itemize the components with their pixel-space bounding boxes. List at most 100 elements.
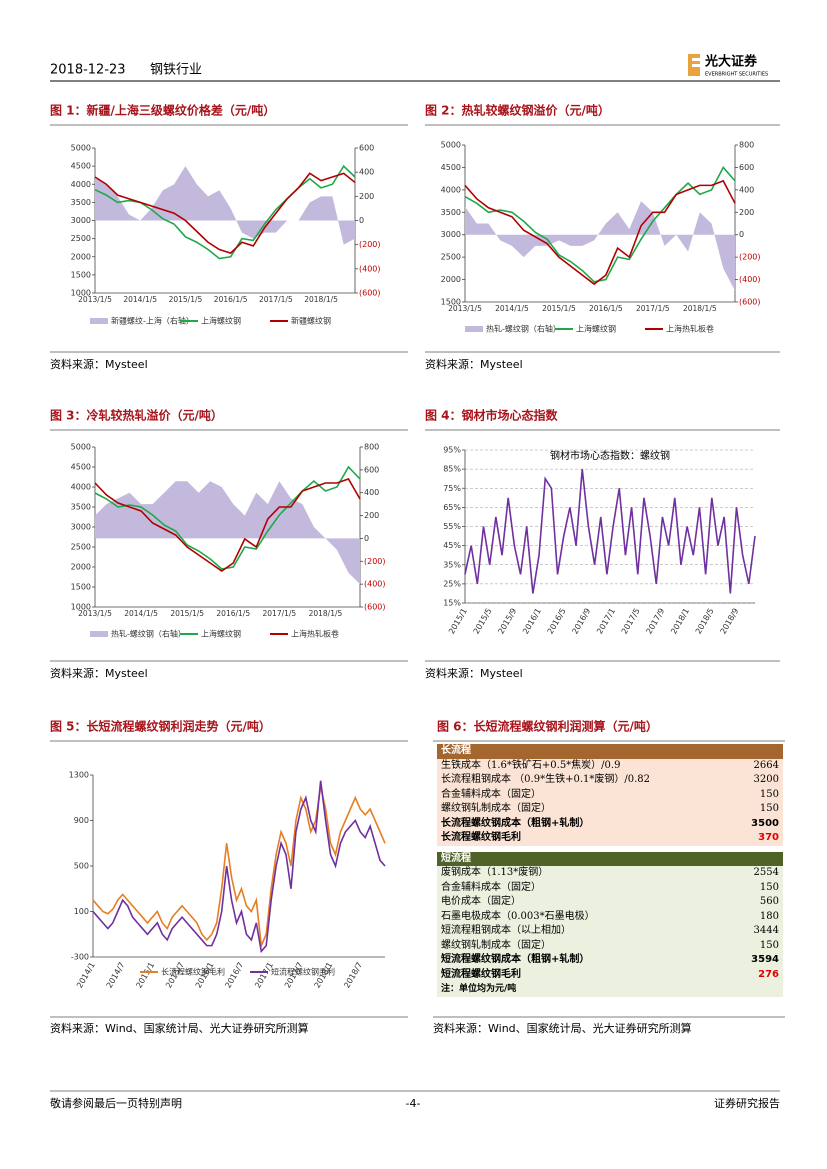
- table-row: 电价成本（固定） 560: [437, 895, 783, 910]
- y-tick-label: 1000: [71, 603, 91, 612]
- table-row: 注：单位均为元/吨: [437, 982, 783, 997]
- row-label: 长流程螺纹钢毛利: [437, 831, 734, 846]
- y-tick-label: 4500: [71, 162, 91, 171]
- y-tick-label: 55%: [443, 522, 461, 531]
- line-series: [94, 465, 361, 570]
- y2-tick-label: 400: [739, 185, 754, 194]
- line-series: [94, 478, 361, 572]
- table-row: 长流程: [437, 744, 783, 759]
- y-tick-label: 3000: [441, 230, 461, 239]
- table-row: 螺纹钢轧制成本（固定） 150: [437, 938, 783, 953]
- table-row: 长流程粗钢成本 （0.9*生铁+0.1*废钢）/0.82 3200: [437, 773, 783, 788]
- figure-title: 图 4：钢材市场心态指数: [425, 408, 559, 423]
- y2-tick-label: 400: [364, 488, 379, 497]
- y-tick-label: 3000: [71, 216, 91, 225]
- row-value: 150: [733, 880, 783, 895]
- x-tick-label: 2015/1: [134, 961, 156, 990]
- y-tick-label: 4000: [71, 180, 91, 189]
- row-value: 560: [733, 895, 783, 910]
- y-tick-label: 2000: [71, 252, 91, 261]
- legend-label: 长流程螺纹钢毛利: [161, 967, 225, 977]
- y2-tick-label: (400): [364, 580, 386, 589]
- row-value: 3200: [733, 773, 783, 788]
- x-tick-label: 2014/7: [105, 961, 127, 990]
- y-tick-label: 900: [74, 816, 89, 825]
- x-tick-label: 2014/1/5: [495, 304, 529, 313]
- figure-title: 图 3：冷轧较热轧溢价（元/吨）: [50, 408, 223, 423]
- y2-tick-label: (400): [359, 264, 381, 273]
- y2-tick-label: (600): [364, 603, 386, 612]
- y2-tick-label: 400: [359, 168, 374, 177]
- y2-tick-label: 0: [364, 534, 369, 543]
- table-row: 短流程螺纹钢成本（粗钢+轧制） 3594: [437, 953, 783, 968]
- row-value: 3444: [733, 924, 783, 939]
- row-value: 150: [733, 802, 783, 817]
- y-tick-label: 3500: [441, 208, 461, 217]
- row-value: 150: [733, 787, 783, 802]
- row-label: 长流程粗钢成本 （0.9*生铁+0.1*废钢）/0.82: [437, 773, 734, 788]
- x-tick-label: 2013/1/5: [78, 295, 112, 304]
- row-value: 3594: [733, 953, 783, 968]
- x-tick-label: 2017/1/5: [263, 609, 297, 618]
- rules: [50, 124, 785, 1092]
- x-tick-label: 2016/5: [546, 607, 568, 636]
- figure-title: 图 2：热轧较螺纹钢溢价（元/吨）: [425, 103, 610, 118]
- x-tick-label: 2015/1/5: [542, 304, 576, 313]
- table-row: 生铁成本（1.6*铁矿石+0.5*焦炭）/0.9 2664: [437, 758, 783, 773]
- table-row: 石墨电极成本（0.003*石墨电极） 180: [437, 909, 783, 924]
- x-tick-label: 2016/7: [223, 961, 245, 990]
- y-tick-label: 3500: [71, 198, 91, 207]
- logo-icon: [692, 58, 700, 61]
- y2-tick-label: (600): [359, 289, 381, 298]
- row-label: 生铁成本（1.6*铁矿石+0.5*焦炭）/0.9: [437, 758, 734, 773]
- x-tick-label: 2013/1/5: [448, 304, 482, 313]
- y-tick-label: 1000: [71, 289, 91, 298]
- row-value: 150: [733, 938, 783, 953]
- line-series: [94, 172, 356, 255]
- series-label: 钢材市场心态指数：螺纹钢: [550, 449, 670, 462]
- y-tick-label: 45%: [443, 541, 461, 550]
- y-tick-label: 4500: [441, 163, 461, 172]
- y-tick-label: 4500: [71, 463, 91, 472]
- y-tick-label: 4000: [441, 185, 461, 194]
- section-header: 短流程: [437, 851, 783, 866]
- y-tick-label: 2500: [71, 543, 91, 552]
- legend-label: 上海螺纹钢: [201, 316, 241, 326]
- table-row: 废钢成本（1.13*废钢） 2554: [437, 866, 783, 881]
- y-tick-label: 2500: [71, 234, 91, 243]
- figure-title: 图 5：长短流程螺纹钢利润走势（元/吨）: [50, 719, 271, 734]
- logo-text-en: EVERBRIGHT SECURITIES: [705, 72, 768, 78]
- x-tick-label: 2015/9: [496, 607, 518, 636]
- x-tick-label: 2018/1/5: [683, 304, 717, 313]
- x-tick-label: 2015/1/5: [169, 295, 203, 304]
- area-series: [465, 201, 735, 291]
- table-row: 螺纹钢轧制成本（固定） 150: [437, 802, 783, 817]
- row-label: 短流程粗钢成本（以上相加）: [437, 924, 734, 939]
- line-series: [464, 179, 736, 286]
- y-tick-label: 1500: [71, 270, 91, 279]
- logo-icon: [692, 64, 700, 67]
- y-tick-label: 65%: [443, 503, 461, 512]
- y-tick-label: 1300: [69, 771, 89, 780]
- y2-tick-label: 200: [364, 511, 379, 520]
- x-tick-label: 2016/1: [521, 607, 543, 636]
- x-tick-label: 2016/9: [570, 607, 592, 636]
- row-value: 3500: [733, 816, 783, 831]
- x-tick-label: 2015/5: [472, 607, 494, 636]
- figure-source: 资料来源：Wind、国家统计局、光大证券研究所测算: [50, 1021, 309, 1035]
- page-number: -4-: [406, 1097, 421, 1110]
- y2-tick-label: 600: [359, 144, 374, 153]
- y-tick-label: 5000: [71, 144, 91, 153]
- y-tick-label: 500: [74, 862, 89, 871]
- industry: 钢铁行业: [150, 63, 202, 78]
- y2-tick-label: (600): [739, 298, 761, 307]
- figure-source: 资料来源：Mysteel: [50, 666, 148, 680]
- profit-table: 长流程 生铁成本（1.6*铁矿石+0.5*焦炭）/0.9 2664 长流程粗钢成本 （…: [437, 744, 783, 997]
- y2-tick-label: (200): [364, 557, 386, 566]
- x-tick-label: 2013/1/5: [78, 609, 112, 618]
- footer-disclaimer: 敬请参阅最后一页特别声明: [50, 1096, 182, 1110]
- y-tick-label: 100: [74, 907, 89, 916]
- y-tick-label: 4000: [71, 483, 91, 492]
- figure-source: 资料来源：Mysteel: [50, 357, 148, 371]
